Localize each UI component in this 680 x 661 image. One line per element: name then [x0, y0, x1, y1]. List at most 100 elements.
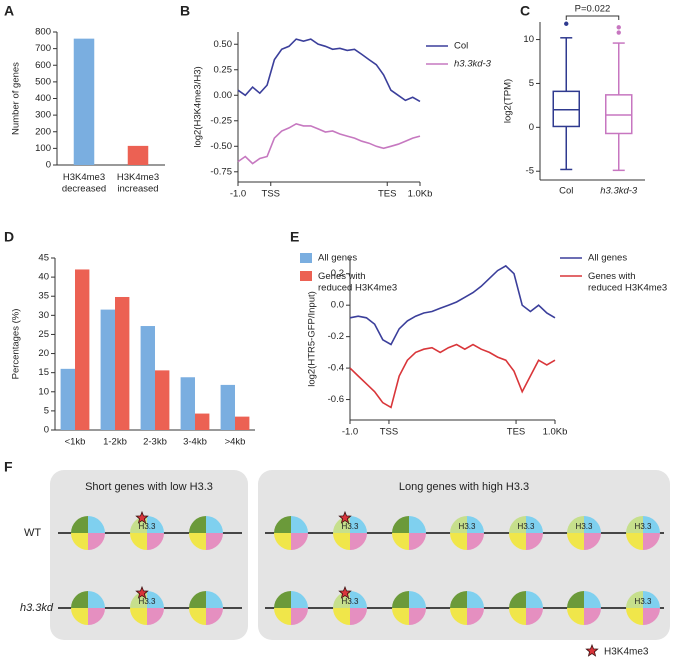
- y-tick-label: 5: [44, 405, 49, 416]
- histone-quadrant: [333, 533, 350, 550]
- y-tick-label: 600: [35, 60, 51, 71]
- y-tick-label: 5: [529, 78, 534, 89]
- panel-letter: A: [4, 3, 14, 19]
- row-label: h3.3kd: [20, 602, 54, 614]
- y-tick-label: 20: [38, 348, 49, 359]
- histone-quadrant: [130, 533, 147, 550]
- nucleosome-label: H3.3: [342, 522, 359, 531]
- x-tick-label: 1-2kb: [103, 437, 127, 448]
- histone-quadrant: [509, 533, 526, 550]
- y-tick-label: 45: [38, 253, 49, 264]
- h3k4me3-star: [338, 585, 352, 599]
- histone-quadrant: [509, 591, 526, 608]
- histone-quadrant: [643, 608, 660, 625]
- y-tick-label: 35: [38, 291, 49, 302]
- histone-quadrant: [467, 608, 484, 625]
- histone-quadrant: [450, 533, 467, 550]
- bar: [73, 38, 95, 165]
- histone-quadrant: [274, 516, 291, 533]
- histone-quadrant: [526, 516, 543, 533]
- histone-quadrant: [467, 516, 484, 533]
- histone-quadrant: [643, 516, 660, 533]
- histone-quadrant: [71, 516, 88, 533]
- y-tick-label: 300: [35, 110, 51, 121]
- y-tick-label: -5: [526, 166, 534, 177]
- x-tick-label: Col: [559, 186, 573, 197]
- nucleosome-label: H3.3: [342, 597, 359, 606]
- histone-quadrant: [567, 608, 584, 625]
- legend-star: [585, 643, 599, 657]
- bar: [115, 296, 130, 430]
- bar: [180, 377, 195, 430]
- group-title: Short genes with low H3.3: [85, 481, 213, 493]
- y-tick-label: -0.6: [328, 394, 344, 405]
- panel-letter: F: [4, 459, 13, 475]
- y-tick-label: 25: [38, 329, 49, 340]
- legend-label: h3.3kd-3: [454, 59, 492, 70]
- histone-quadrant: [189, 608, 206, 625]
- histone-quadrant: [526, 533, 543, 550]
- y-axis-label: Number of genes: [11, 62, 22, 135]
- histone-quadrant: [450, 591, 467, 608]
- histone-quadrant: [584, 608, 601, 625]
- histone-quadrant: [450, 516, 467, 533]
- y-tick-label: 0: [46, 160, 51, 171]
- histone-quadrant: [392, 591, 409, 608]
- y-axis-label: log2(HTR5-GFP/Input): [307, 291, 318, 387]
- legend-label: Col: [454, 41, 468, 52]
- y-tick-label: -0.2: [328, 331, 344, 342]
- histone-quadrant: [147, 516, 164, 533]
- histone-quadrant: [206, 591, 223, 608]
- histone-quadrant: [88, 608, 105, 625]
- histone-quadrant: [392, 608, 409, 625]
- legend-swatch: [300, 253, 312, 263]
- x-tick-label: TSS: [262, 189, 280, 200]
- legend-label: Genes with reduced H3K4me3: [588, 271, 667, 293]
- histone-quadrant: [584, 533, 601, 550]
- y-tick-label: 40: [38, 272, 49, 283]
- h3k4me3-star: [135, 510, 149, 524]
- nucleosome-label: H3.3: [518, 522, 535, 531]
- y-tick-label: 800: [35, 27, 51, 38]
- line: [237, 122, 421, 165]
- flier: [564, 21, 569, 26]
- nucleosome-label: H3.3: [139, 597, 156, 606]
- annotation: P=0.022: [575, 4, 611, 15]
- x-tick-label: 1.0Kb: [408, 189, 433, 200]
- histone-quadrant: [206, 533, 223, 550]
- histone-quadrant: [130, 608, 147, 625]
- histone-quadrant: [409, 533, 426, 550]
- significance-bracket: [565, 15, 620, 20]
- histone-quadrant: [189, 516, 206, 533]
- bar: [235, 416, 250, 430]
- x-tick-label: TES: [507, 427, 525, 438]
- panel-letter: C: [520, 3, 530, 19]
- nucleosome-label: H3.3: [576, 522, 593, 531]
- histone-quadrant: [71, 591, 88, 608]
- histone-quadrant: [467, 591, 484, 608]
- histone-quadrant: [350, 591, 367, 608]
- histone-quadrant: [206, 608, 223, 625]
- bar: [100, 309, 115, 430]
- x-tick-label: 3-4kb: [183, 437, 207, 448]
- nucleosome-label: H3.3: [139, 522, 156, 531]
- x-tick-label: 2-3kb: [143, 437, 167, 448]
- histone-quadrant: [584, 591, 601, 608]
- x-tick-label: -1.0: [230, 189, 246, 200]
- x-tick-label: TES: [378, 189, 396, 200]
- y-tick-label: 500: [35, 76, 51, 87]
- histone-quadrant: [147, 591, 164, 608]
- histone-quadrant: [467, 533, 484, 550]
- bar: [140, 326, 155, 430]
- bar: [60, 368, 75, 430]
- histone-quadrant: [88, 533, 105, 550]
- y-tick-label: 0.25: [214, 64, 233, 75]
- nucleosome-label: H3.3: [635, 522, 652, 531]
- line: [237, 38, 421, 103]
- histone-quadrant: [71, 533, 88, 550]
- histone-quadrant: [392, 533, 409, 550]
- y-tick-label: -0.4: [328, 363, 344, 374]
- y-tick-label: 0.2: [331, 268, 344, 279]
- flier: [616, 30, 621, 35]
